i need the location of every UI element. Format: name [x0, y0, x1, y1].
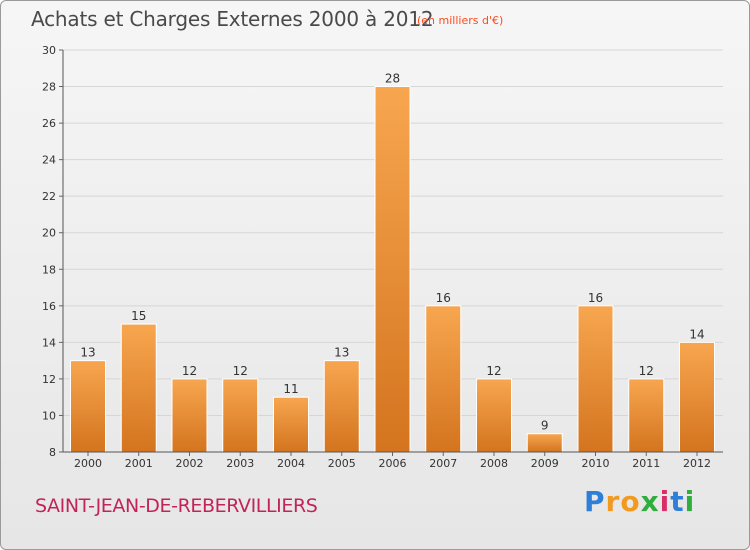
- x-tick-label: 2008: [480, 457, 508, 470]
- data-label: 9: [541, 419, 549, 433]
- y-tick-label: 12: [42, 373, 56, 386]
- bar: [222, 378, 259, 453]
- data-label: 15: [131, 309, 146, 323]
- bar: [120, 323, 157, 453]
- y-tick-label: 10: [42, 409, 56, 422]
- x-tick-label: 2004: [277, 457, 305, 470]
- x-tick-label: 2011: [632, 457, 660, 470]
- data-label: 13: [80, 346, 95, 360]
- logo-letter: i: [684, 485, 696, 518]
- bar: [70, 360, 106, 453]
- logo-letter: t: [670, 485, 685, 518]
- data-label: 16: [436, 291, 451, 305]
- x-tick-label: 2006: [379, 457, 407, 470]
- y-tick-label: 20: [42, 227, 56, 240]
- data-label: 12: [233, 364, 248, 378]
- x-tick-label: 2010: [582, 457, 610, 470]
- data-label: 13: [334, 346, 349, 360]
- data-label: 11: [283, 382, 298, 396]
- data-label: 12: [486, 364, 501, 378]
- y-tick-label: 28: [42, 81, 56, 94]
- bar: [577, 305, 614, 453]
- y-tick-label: 30: [42, 44, 56, 57]
- bar: [679, 341, 715, 453]
- bar: [628, 378, 665, 453]
- proxiti-logo[interactable]: Proxiti: [584, 485, 695, 518]
- x-tick-label: 2001: [125, 457, 153, 470]
- chart-title: Achats et Charges Externes 2000 à 2012: [31, 7, 434, 31]
- y-tick-label: 16: [42, 300, 56, 313]
- bars: [70, 86, 715, 453]
- bar: [273, 396, 309, 453]
- y-tick-label: 24: [42, 154, 56, 167]
- logo-letter: r: [605, 485, 621, 518]
- x-tick-label: 2000: [74, 457, 102, 470]
- data-label: 28: [385, 72, 400, 86]
- y-tick-label: 8: [49, 446, 56, 459]
- logo-letter: P: [584, 485, 606, 518]
- x-tick-label: 2002: [176, 457, 204, 470]
- y-tick-label: 18: [42, 263, 56, 276]
- bar: [476, 378, 512, 453]
- logo-letter: o: [620, 485, 641, 518]
- labels: 8 10 12 14 16 18 20 22 24 26 28 30 13 2000 15 2001 12 200…: [42, 44, 711, 470]
- x-tick-label: 2009: [531, 457, 559, 470]
- bar: [171, 378, 208, 453]
- bar: [323, 360, 360, 453]
- y-tick-label: 22: [42, 190, 56, 203]
- data-label: 12: [182, 364, 197, 378]
- town-name: SAINT-JEAN-DE-REBERVILLIERS: [35, 495, 318, 517]
- x-tick-label: 2012: [683, 457, 711, 470]
- data-label: 12: [639, 364, 654, 378]
- axes: [59, 49, 723, 456]
- y-tick-label: 26: [42, 117, 56, 130]
- x-tick-label: 2003: [226, 457, 254, 470]
- bar: [374, 86, 411, 453]
- y-tick-label: 14: [42, 336, 56, 349]
- logo-letter: x: [640, 485, 660, 518]
- x-tick-label: 2007: [429, 457, 457, 470]
- bar: [526, 433, 563, 453]
- logo-letter: i: [659, 485, 671, 518]
- chart-subtitle: (en milliers d'€): [417, 14, 504, 27]
- x-tick-label: 2005: [328, 457, 356, 470]
- data-label: 16: [588, 291, 603, 305]
- bar: [425, 305, 462, 453]
- data-label: 14: [689, 327, 704, 341]
